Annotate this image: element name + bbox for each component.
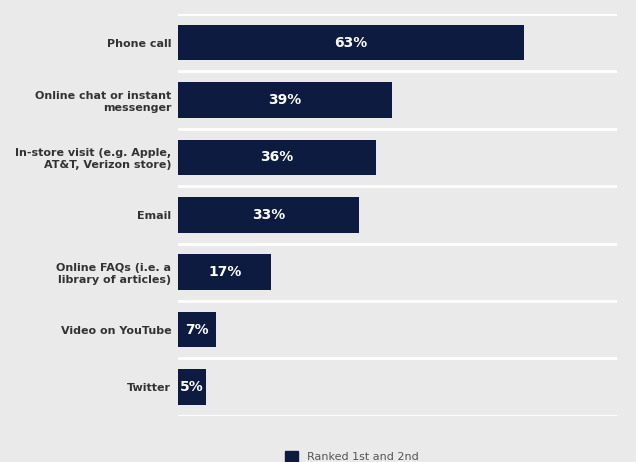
Bar xyxy=(178,255,272,290)
Text: 7%: 7% xyxy=(186,322,209,337)
Text: 5%: 5% xyxy=(180,380,204,394)
Text: 63%: 63% xyxy=(335,36,368,49)
Bar xyxy=(178,25,523,61)
Text: 33%: 33% xyxy=(252,208,285,222)
Bar xyxy=(178,82,392,118)
Bar xyxy=(178,369,205,405)
Text: 17%: 17% xyxy=(208,265,242,279)
Text: 36%: 36% xyxy=(260,151,293,164)
Bar xyxy=(178,197,359,233)
Legend: Ranked 1st and 2nd: Ranked 1st and 2nd xyxy=(280,446,423,462)
Text: 39%: 39% xyxy=(268,93,301,107)
Bar xyxy=(178,312,216,347)
Bar xyxy=(178,140,375,175)
